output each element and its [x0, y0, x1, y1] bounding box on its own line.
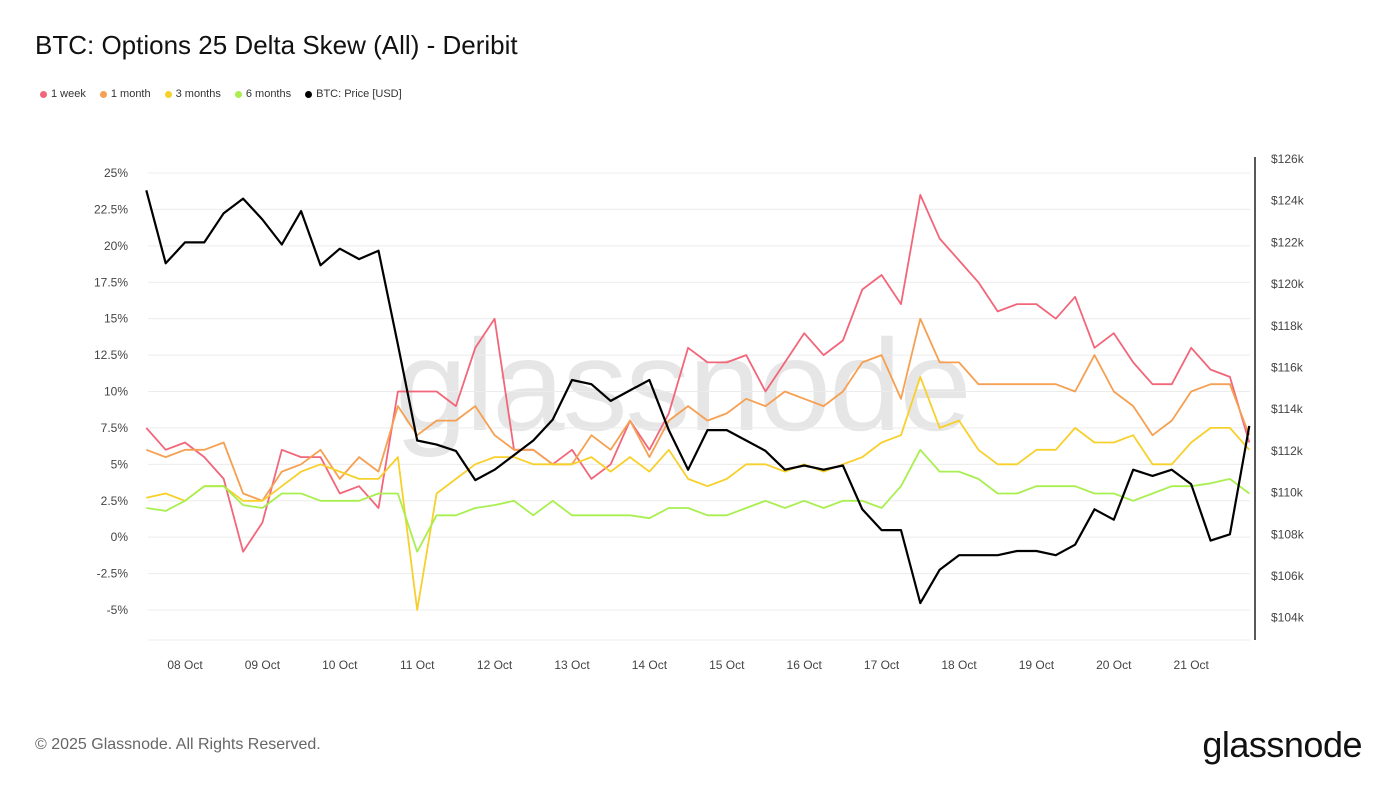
y-right-tick-label: $120k — [1271, 277, 1305, 291]
y-left-tick-label: 20% — [104, 239, 128, 253]
y-left-tick-label: 15% — [104, 312, 128, 326]
y-left-tick-label: 0% — [111, 530, 129, 544]
legend-label: 3 months — [175, 88, 221, 100]
y-left-tick-label: 17.5% — [94, 275, 128, 289]
legend-item-6-months[interactable]: 6 months — [234, 88, 292, 100]
series-line-1-week — [145, 194, 1251, 553]
y-left-tick-label: 25% — [104, 166, 128, 180]
y-left-tick-label: 10% — [104, 385, 128, 399]
legend-dot — [305, 90, 313, 98]
copyright: © 2025 Glassnode. All Rights Reserved. — [35, 736, 321, 753]
legend-dot — [99, 90, 107, 98]
series-line-1-month — [145, 317, 1251, 502]
x-tick-label: 19 Oct — [1019, 658, 1055, 672]
y-left-tick-label: 22.5% — [94, 202, 128, 216]
x-tick-label: 08 Oct — [167, 658, 203, 672]
legend-item-1-month[interactable]: 1 month — [99, 88, 151, 100]
legend-label: BTC: Price [USD] — [316, 88, 402, 100]
x-tick-label: 18 Oct — [941, 658, 977, 672]
series-line-btc-price-usd — [145, 190, 1251, 605]
x-tick-label: 09 Oct — [245, 658, 281, 672]
y-left-tick-label: 7.5% — [101, 421, 129, 435]
y-right-tick-label: $106k — [1271, 569, 1305, 583]
x-tick-label: 14 Oct — [632, 658, 668, 672]
legend-item-btc-price[interactable]: BTC: Price [USD] — [305, 88, 402, 100]
legend-dot — [234, 90, 242, 98]
x-tick-label: 12 Oct — [477, 658, 513, 672]
y-right-tick-label: $118k — [1271, 319, 1304, 333]
glassnode-logo: glassnode — [1202, 724, 1362, 765]
legend-item-1-week[interactable]: 1 week — [40, 88, 86, 100]
y-right-tick-label: $114k — [1271, 402, 1304, 416]
legend-label: 6 months — [245, 88, 292, 100]
x-tick-label: 13 Oct — [554, 658, 590, 672]
y-right-tick-label: $112k — [1271, 444, 1304, 458]
y-right-tick-label: $110k — [1271, 486, 1304, 500]
x-tick-label: 20 Oct — [1096, 658, 1132, 672]
y-right-tick-label: $124k — [1271, 194, 1305, 208]
y-left-tick-label: -2.5% — [97, 567, 129, 581]
legend-label: 1 week — [51, 88, 86, 100]
x-tick-label: 10 Oct — [322, 658, 358, 672]
y-right-tick-label: $108k — [1271, 527, 1305, 541]
legend-item-3-months[interactable]: 3 months — [164, 88, 221, 100]
x-tick-label: 15 Oct — [709, 658, 745, 672]
x-tick-label: 17 Oct — [864, 658, 900, 672]
x-tick-label: 16 Oct — [787, 658, 823, 672]
x-tick-label: 21 Oct — [1174, 658, 1210, 672]
y-left-tick-label: 12.5% — [94, 348, 128, 362]
legend: 1 week 1 month 3 months 6 months BTC: Pr… — [40, 88, 402, 100]
x-tick-label: 11 Oct — [400, 658, 435, 672]
y-left-tick-label: 2.5% — [101, 494, 129, 508]
watermark: glassnode — [395, 312, 972, 458]
legend-dot — [40, 90, 47, 98]
series-line-3-months — [146, 376, 1250, 611]
y-right-tick-label: $122k — [1271, 235, 1305, 249]
y-right-tick-label: $104k — [1271, 611, 1305, 625]
legend-dot — [164, 90, 172, 98]
y-left-tick-label: 5% — [111, 457, 129, 471]
series-line-6-months — [146, 448, 1250, 553]
legend-label: 1 month — [110, 88, 151, 100]
y-right-tick-label: $126k — [1271, 152, 1305, 166]
chart-title: BTC: Options 25 Delta Skew (All) - Derib… — [35, 30, 518, 60]
y-left-tick-label: -5% — [107, 603, 129, 617]
y-right-tick-label: $116k — [1271, 361, 1304, 375]
